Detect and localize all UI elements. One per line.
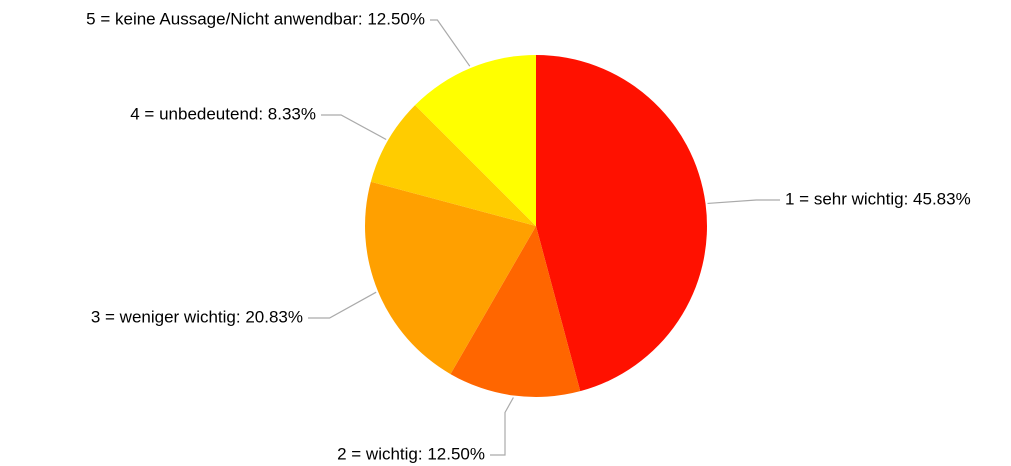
slice-label: 2 = wichtig: 12.50% — [337, 444, 485, 463]
slice-label: 3 = weniger wichtig: 20.83% — [91, 307, 303, 326]
pie-slice — [365, 181, 536, 375]
pie-slice — [450, 226, 581, 397]
leader-line — [321, 114, 387, 141]
slice-label: 5 = keine Aussage/Nicht anwendbar: 12.50… — [86, 9, 425, 28]
slice-label: 4 = unbedeutend: 8.33% — [130, 104, 316, 123]
leader-line — [707, 199, 780, 205]
leader-line — [308, 291, 377, 319]
pie-slice — [536, 55, 708, 392]
slice-label: 1 = sehr wichtig: 45.83% — [785, 189, 971, 208]
leader-line — [430, 19, 471, 67]
leader-line — [490, 397, 514, 456]
pie-slice — [370, 105, 536, 226]
pie-slice — [415, 54, 536, 226]
